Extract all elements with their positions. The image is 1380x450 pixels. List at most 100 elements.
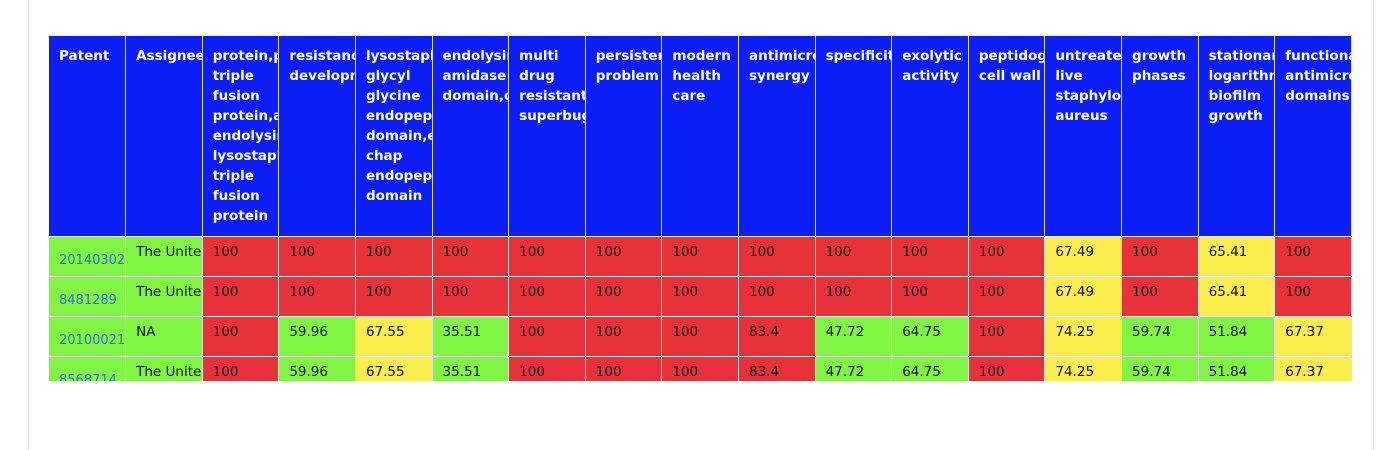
patent-link[interactable]: 8568714 <box>59 372 117 382</box>
score-cell: 100 <box>968 236 1046 277</box>
score-cell: 100 <box>202 316 280 357</box>
score-cell: 47.72 <box>815 316 893 357</box>
score-cell: 100 <box>585 236 663 277</box>
assignee-cell: NA <box>125 316 203 357</box>
header-cell: Patent <box>49 36 127 237</box>
score-cell: 59.74 <box>1121 356 1199 381</box>
score-cell: 100 <box>738 236 816 277</box>
assignee-cell: The United <box>125 236 203 277</box>
assignee-cell: The United <box>125 276 203 317</box>
score-cell: 100 <box>278 276 356 317</box>
score-cell: 67.49 <box>1044 236 1123 277</box>
score-cell: 100 <box>508 236 586 277</box>
score-cell: 59.96 <box>278 356 356 381</box>
score-cell: 35.51 <box>432 356 510 381</box>
score-cell: 100 <box>1274 276 1352 317</box>
score-cell: 100 <box>202 276 280 317</box>
score-cell: 100 <box>968 276 1046 317</box>
score-cell: 74.25 <box>1044 316 1123 357</box>
score-cell: 100 <box>508 276 586 317</box>
score-cell: 100 <box>585 276 663 317</box>
score-cell: 64.75 <box>891 316 969 357</box>
score-cell: 100 <box>1121 276 1199 317</box>
score-cell: 100 <box>508 356 586 381</box>
table-row: 201403020The United100100100100100100100… <box>49 236 1352 277</box>
patent-cell: 8568714 <box>49 356 127 382</box>
score-cell: 100 <box>661 316 739 357</box>
header-cell: resistance developm <box>278 36 356 237</box>
patent-cell: 8481289 <box>49 276 127 317</box>
score-cell: 59.96 <box>278 316 356 357</box>
header-cell: stationary logarithm biofilm growth <box>1198 36 1276 237</box>
score-cell: 100 <box>968 316 1046 357</box>
score-cell: 100 <box>508 316 586 357</box>
score-cell: 100 <box>1121 236 1199 277</box>
patent-link[interactable]: 201000214 <box>59 332 126 348</box>
score-cell: 100 <box>202 236 280 277</box>
score-cell: 51.84 <box>1198 316 1276 357</box>
score-cell: 100 <box>891 236 969 277</box>
score-cell: 100 <box>815 236 893 277</box>
header-cell: modern health care <box>661 36 739 237</box>
score-cell: 67.37 <box>1274 316 1352 357</box>
score-cell: 35.51 <box>432 316 510 357</box>
assignee-cell: The United <box>125 356 203 381</box>
score-cell: 100 <box>1274 236 1352 277</box>
patent-link[interactable]: 201403020 <box>59 252 126 268</box>
score-cell: 100 <box>891 276 969 317</box>
header-cell: functional antimicro domains <box>1274 36 1352 237</box>
score-cell: 100 <box>355 236 433 277</box>
score-cell: 59.74 <box>1121 316 1199 357</box>
score-cell: 67.49 <box>1044 276 1123 317</box>
header-cell: specificity <box>815 36 893 237</box>
score-cell: 100 <box>738 276 816 317</box>
header-cell: growth phases <box>1121 36 1199 237</box>
patent-link[interactable]: 8481289 <box>59 292 117 308</box>
table-body: 201403020The United100100100100100100100… <box>49 236 1352 381</box>
score-cell: 100 <box>815 276 893 317</box>
header-cell: endolysin amidase domain,do <box>432 36 510 237</box>
score-cell: 51.84 <box>1198 356 1276 381</box>
score-cell: 100 <box>432 276 510 317</box>
header-cell: persistent problem <box>585 36 663 237</box>
score-cell: 100 <box>278 236 356 277</box>
score-cell: 67.55 <box>355 316 433 357</box>
score-cell: 67.55 <box>355 356 433 381</box>
header-cell: protein,pr triple fusion protein,an endo… <box>202 36 280 237</box>
score-cell: 64.75 <box>891 356 969 381</box>
score-cell: 100 <box>202 356 280 381</box>
table-row: 201000214NA10059.9667.5535.5110010010083… <box>49 316 1352 357</box>
patent-cell: 201000214 <box>49 316 127 357</box>
card <box>28 0 1374 450</box>
score-cell: 74.25 <box>1044 356 1123 381</box>
header-cell: Assignee <box>125 36 203 237</box>
header-cell: exolytic activity <box>891 36 969 237</box>
score-cell: 65.41 <box>1198 276 1276 317</box>
score-cell: 67.37 <box>1274 356 1352 381</box>
score-cell: 100 <box>661 236 739 277</box>
score-cell: 100 <box>432 236 510 277</box>
score-cell: 100 <box>968 356 1046 381</box>
score-cell: 65.41 <box>1198 236 1276 277</box>
header-cell: multi drug resistant superbugs <box>508 36 586 237</box>
score-cell: 100 <box>661 356 739 381</box>
header-cell: peptidogl cell wall <box>968 36 1046 237</box>
patent-cell: 201403020 <box>49 236 127 277</box>
header-cell: antimicro synergy <box>738 36 816 237</box>
score-cell: 100 <box>661 276 739 317</box>
score-cell: 100 <box>585 316 663 357</box>
score-cell: 83.4 <box>738 316 816 357</box>
score-cell: 100 <box>585 356 663 381</box>
score-cell: 83.4 <box>738 356 816 381</box>
header-cell: untreated live staphyloc aureus <box>1044 36 1123 237</box>
score-cell: 100 <box>355 276 433 317</box>
header-cell: lysostaph glycyl glycine endopepti domai… <box>355 36 433 237</box>
score-cell: 47.72 <box>815 356 893 381</box>
